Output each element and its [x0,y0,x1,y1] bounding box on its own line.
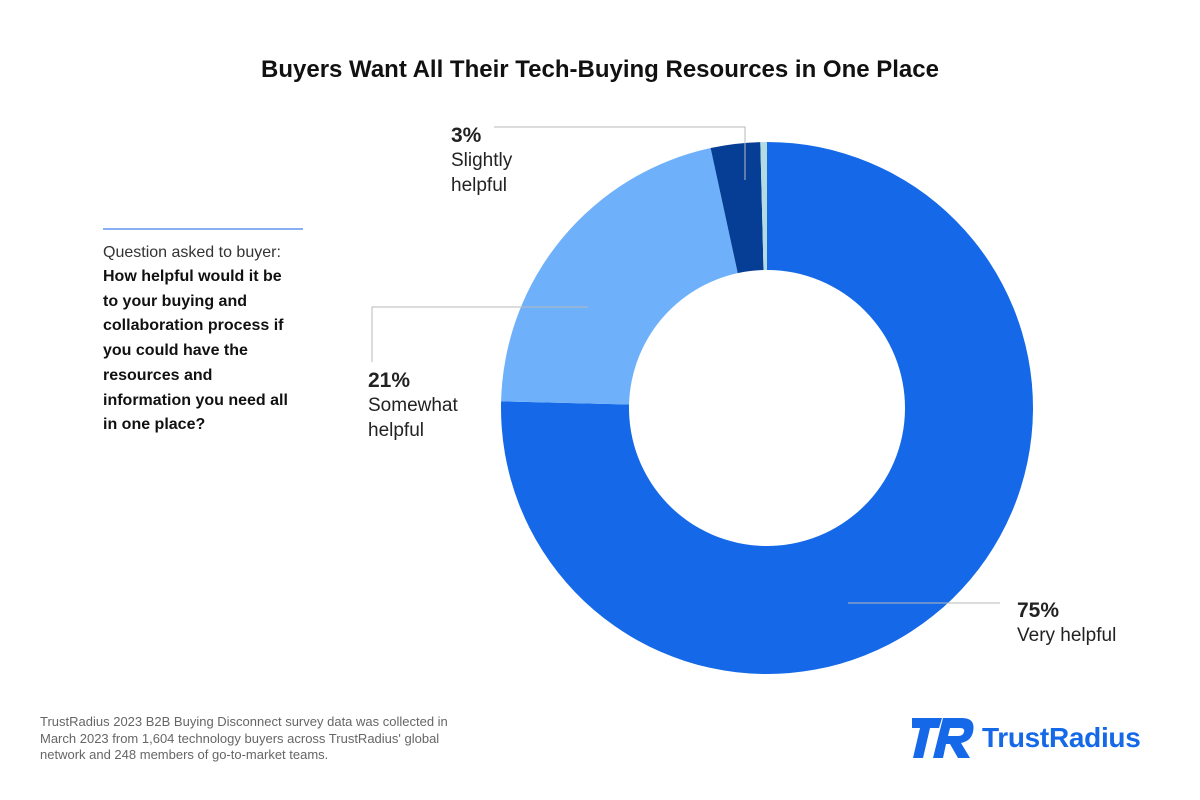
trustradius-logo-icon [912,718,974,758]
slice-percent-slightly-helpful: 3% [451,124,482,147]
donut-slice-very-helpful [501,142,1034,674]
donut-slice-somewhat-helpful [501,148,738,405]
slice-label-very-helpful: 75% Very helpful [1017,598,1127,648]
slice-percent-somewhat-helpful: 21% [368,369,411,392]
source-note: TrustRadius 2023 B2B Buying Disconnect s… [40,714,448,762]
chart-title: Buyers Want All Their Tech-Buying Resour… [261,56,939,83]
donut-slice-other [760,142,767,271]
slice-label-slightly-helpful: 3% Slightly helpful [451,123,561,198]
slice-category-somewhat-helpful: Somewhat helpful [368,395,458,441]
slice-category-very-helpful: Very helpful [1017,625,1117,646]
slice-percent-very-helpful: 75% [1017,599,1060,622]
leader-line-somewhat-helpful [371,306,588,362]
donut-slice-slightly-helpful [710,142,764,274]
leader-line-slightly-helpful [494,126,746,180]
slice-label-somewhat-helpful: 21% Somewhat helpful [368,368,478,443]
trustradius-logo: TrustRadius [912,716,1141,760]
question-intro: Question asked to buyer: [103,244,281,261]
logo-text: TrustRadius [982,722,1141,753]
question-divider [103,228,303,230]
slice-category-slightly-helpful: Slightly helpful [451,150,513,196]
question-text: How helpful would it be to your buying a… [103,268,288,434]
